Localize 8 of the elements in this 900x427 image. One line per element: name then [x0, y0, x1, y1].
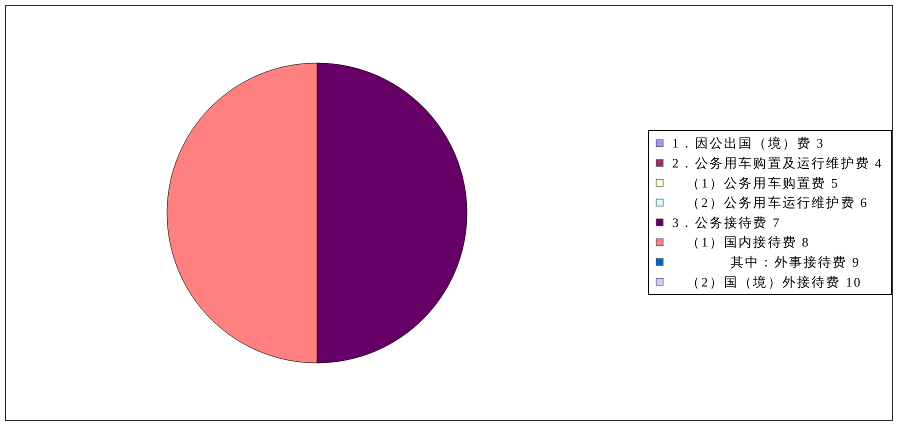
legend-label: （2）公务用车运行维护费 6 [686, 195, 868, 210]
legend-label: 其中：外事接待费 9 [730, 254, 860, 270]
legend-label: （2）国（境）外接待费 10 [686, 274, 862, 290]
legend-label: （1）国内接待费 8 [686, 234, 810, 250]
legend-label: 3．公务接待费 7 [672, 214, 781, 230]
legend-label: （1）公务用车购置费 5 [686, 175, 840, 190]
legend-label: 2．公务用车购置及运行维护费 4 [672, 156, 883, 170]
legend-label: 1．因公出国（境）费 3 [672, 136, 825, 151]
